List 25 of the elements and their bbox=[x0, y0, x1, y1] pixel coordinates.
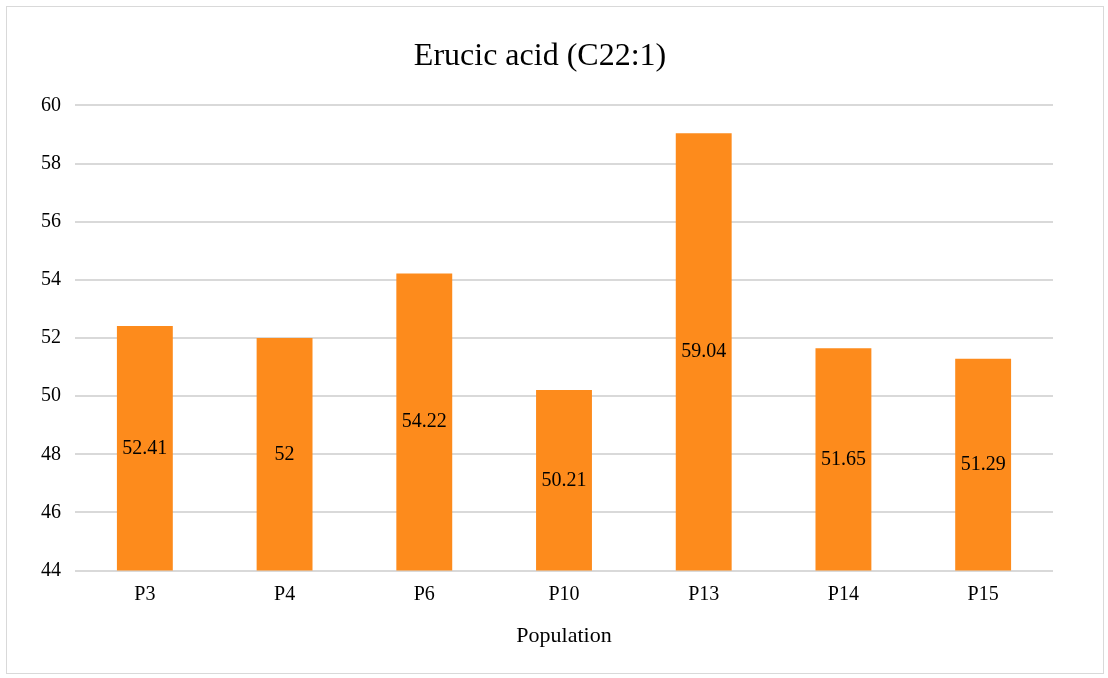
x-tick-label: P4 bbox=[274, 581, 296, 604]
x-axis-title: Population bbox=[516, 621, 612, 647]
y-tick-label: 60 bbox=[41, 92, 61, 115]
data-label: 52 bbox=[274, 441, 295, 464]
y-tick-label: 46 bbox=[41, 499, 61, 522]
data-label: 51.29 bbox=[960, 451, 1006, 474]
data-label: 52.41 bbox=[122, 435, 168, 458]
x-tick-label: P15 bbox=[967, 581, 999, 604]
x-tick-label: P13 bbox=[688, 581, 720, 604]
y-tick-label: 52 bbox=[41, 325, 61, 348]
data-label: 51.65 bbox=[820, 446, 866, 469]
y-tick-label: 50 bbox=[41, 383, 61, 406]
x-tick-label: P10 bbox=[548, 581, 580, 604]
x-tick-label: P3 bbox=[134, 581, 156, 604]
data-label: 59.04 bbox=[681, 339, 727, 362]
y-tick-label: 54 bbox=[41, 267, 61, 290]
x-tick-label: P6 bbox=[413, 581, 435, 604]
x-tick-label: P14 bbox=[827, 581, 859, 604]
data-label: 54.22 bbox=[401, 409, 447, 432]
data-label: 50.21 bbox=[541, 467, 587, 490]
y-tick-label: 48 bbox=[41, 441, 61, 464]
y-tick-label: 44 bbox=[41, 557, 61, 580]
y-tick-label: 56 bbox=[41, 208, 61, 231]
chart-title: Erucic acid (C22:1) bbox=[413, 35, 667, 72]
y-tick-label: 58 bbox=[41, 150, 61, 173]
